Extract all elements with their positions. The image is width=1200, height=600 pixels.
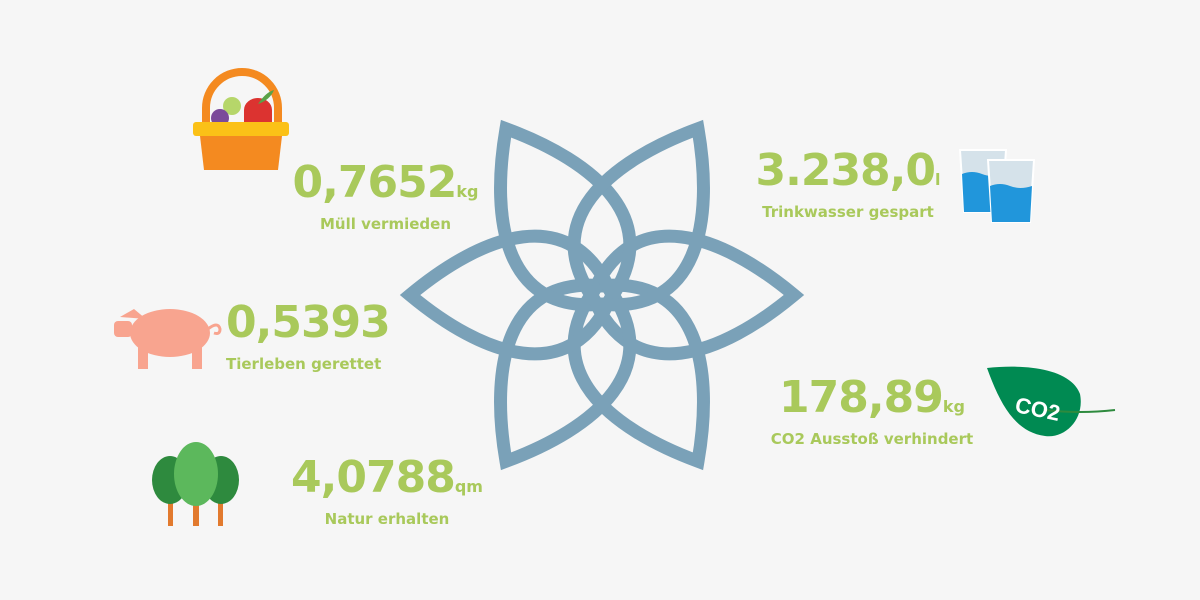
stat-unit: l — [935, 170, 941, 189]
stat-label: Trinkwasser gespart — [762, 203, 934, 221]
fruit-basket-icon — [193, 68, 289, 170]
stat-animals: 0,5393 Tierleben gerettet — [226, 297, 396, 374]
stat-waste: 0,7652kg Müll vermieden — [288, 157, 483, 234]
water-glasses-icon — [958, 149, 1036, 223]
stat-label: Müll vermieden — [320, 215, 451, 233]
stat-label: Tierleben gerettet — [226, 355, 382, 373]
stat-value: 0,7652 — [292, 157, 458, 208]
stat-co2: 178,89kg CO2 Ausstoß verhindert — [762, 372, 982, 449]
stat-water: 3.238,0l Trinkwasser gespart — [748, 145, 948, 222]
star-petal — [567, 278, 710, 471]
stat-unit: qm — [454, 477, 483, 496]
pig-icon — [114, 309, 222, 369]
stat-label: CO2 Ausstoß verhindert — [770, 430, 974, 448]
co2-leaf-icon: CO2 — [987, 366, 1116, 437]
star-petal — [494, 278, 637, 471]
stat-value: 178,89 — [779, 372, 944, 423]
star-petal — [567, 119, 710, 312]
stat-value: 0,5393 — [226, 297, 391, 348]
trees-icon — [152, 442, 239, 526]
stat-value: 3.238,0 — [755, 145, 937, 196]
star-petal — [494, 119, 637, 312]
stat-nature: 4,0788qm Natur erhalten — [282, 452, 492, 529]
stat-value: 4,0788 — [291, 452, 456, 503]
star-petal — [399, 229, 620, 361]
stat-label: Natur erhalten — [324, 510, 450, 528]
stat-unit: kg — [456, 182, 479, 201]
stat-unit: kg — [942, 397, 965, 416]
star-petal — [584, 229, 805, 361]
